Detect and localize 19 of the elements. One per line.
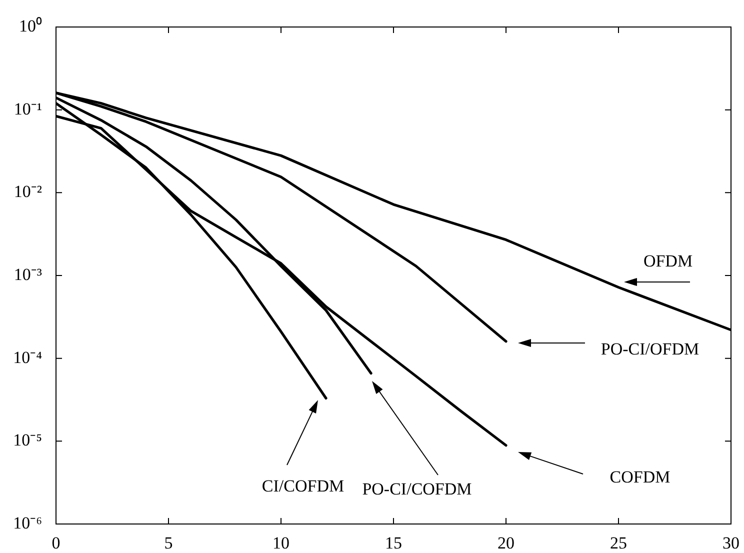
x-tick-label: 20 xyxy=(498,534,514,553)
annotation: OFDM xyxy=(643,251,693,270)
x-tick-label: 10 xyxy=(272,534,290,553)
annotation: COFDM xyxy=(610,467,670,486)
x-tick-label: 15 xyxy=(385,534,402,553)
y-tick-label: 10⁻² xyxy=(14,182,42,202)
x-tick-label: 0 xyxy=(52,534,60,553)
y-tick-label: 10⁻¹ xyxy=(14,99,42,118)
annotation: PO-CI/COFDM xyxy=(362,479,472,498)
x-tick-label: 30 xyxy=(722,534,740,553)
y-tick-label: 10⁻⁴ xyxy=(13,348,42,367)
x-tick-label: 5 xyxy=(164,534,173,553)
annotation: CI/COFDM xyxy=(262,476,344,496)
y-tick-label: 10⁻³ xyxy=(14,264,42,284)
annotation: PO-CI/OFDM xyxy=(600,339,700,358)
y-tick-label: 10⁻⁵ xyxy=(13,430,42,450)
y-tick-label: 10⁻⁶ xyxy=(13,513,42,532)
y-tick-label: 10⁰ xyxy=(19,16,42,36)
x-tick-label: 25 xyxy=(610,534,627,553)
